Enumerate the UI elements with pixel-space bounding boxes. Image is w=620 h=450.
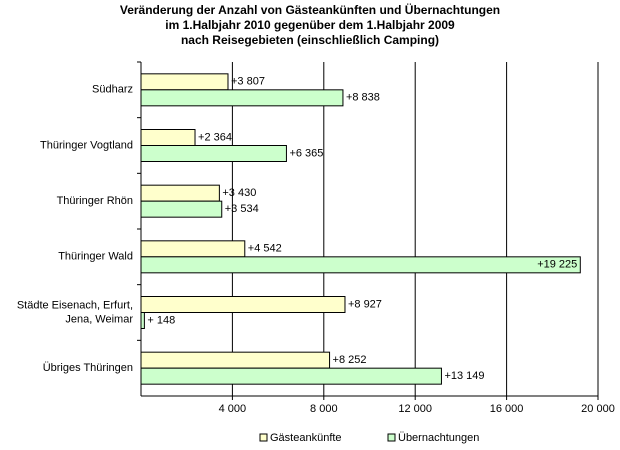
chart-title: nach Reisegebieten (einschließlich Campi… <box>181 33 439 47</box>
bar <box>140 240 246 258</box>
y-tick-label: Städte Eisenach, Erfurt, Jena, Weimar <box>17 299 134 325</box>
chart-title: im 1.Halbjahr 2010 gegenüber dem 1.Halbj… <box>165 18 455 32</box>
bar <box>140 184 220 202</box>
x-tick-label: 12 000 <box>398 403 432 415</box>
bar <box>140 351 331 369</box>
y-tick-label: Südharz <box>92 84 133 96</box>
data-label: +8 838 <box>346 92 380 104</box>
data-label: +3 807 <box>231 76 265 88</box>
legend-label: Gästeankünfte <box>270 432 342 444</box>
bar <box>140 200 223 218</box>
y-tick-label: Thüringer Vogtland <box>40 139 133 151</box>
bar <box>140 129 196 146</box>
bar <box>140 367 442 385</box>
y-tick-label-line: Städte Eisenach, Erfurt, <box>17 299 133 311</box>
bar <box>140 145 287 162</box>
bar <box>140 256 581 274</box>
data-label: +6 365 <box>289 147 323 159</box>
bar <box>140 296 346 313</box>
y-tick-label: Thüringer Wald <box>58 251 133 263</box>
y-tick-label: Thüringer Rhön <box>57 195 133 207</box>
data-label: + 148 <box>147 314 175 326</box>
data-label: +13 149 <box>444 370 484 382</box>
legend-swatch <box>387 433 396 442</box>
legend-swatch <box>259 433 268 442</box>
data-label: +2 364 <box>198 131 232 143</box>
chart-title: Veränderung der Anzahl von Gästeankünfte… <box>120 2 500 17</box>
data-label: +3 430 <box>222 187 256 199</box>
data-label: +4 542 <box>248 243 282 255</box>
x-tick-label: 20 000 <box>581 403 615 415</box>
bar <box>140 312 145 329</box>
data-label: +19 225 <box>537 259 577 271</box>
bar <box>140 73 229 91</box>
x-tick-label: 16 000 <box>490 403 524 415</box>
bar <box>140 89 344 107</box>
x-tick-label: 8 000 <box>310 403 338 415</box>
x-tick-label: 4 000 <box>219 403 247 415</box>
data-label: +8 927 <box>348 298 382 310</box>
y-tick-label-line: Jena, Weimar <box>65 313 133 325</box>
y-tick-label: Übriges Thüringen <box>43 362 133 374</box>
data-label: +8 252 <box>333 354 367 366</box>
legend-label: Übernachtungen <box>398 432 479 444</box>
data-label: +3 534 <box>225 203 259 215</box>
